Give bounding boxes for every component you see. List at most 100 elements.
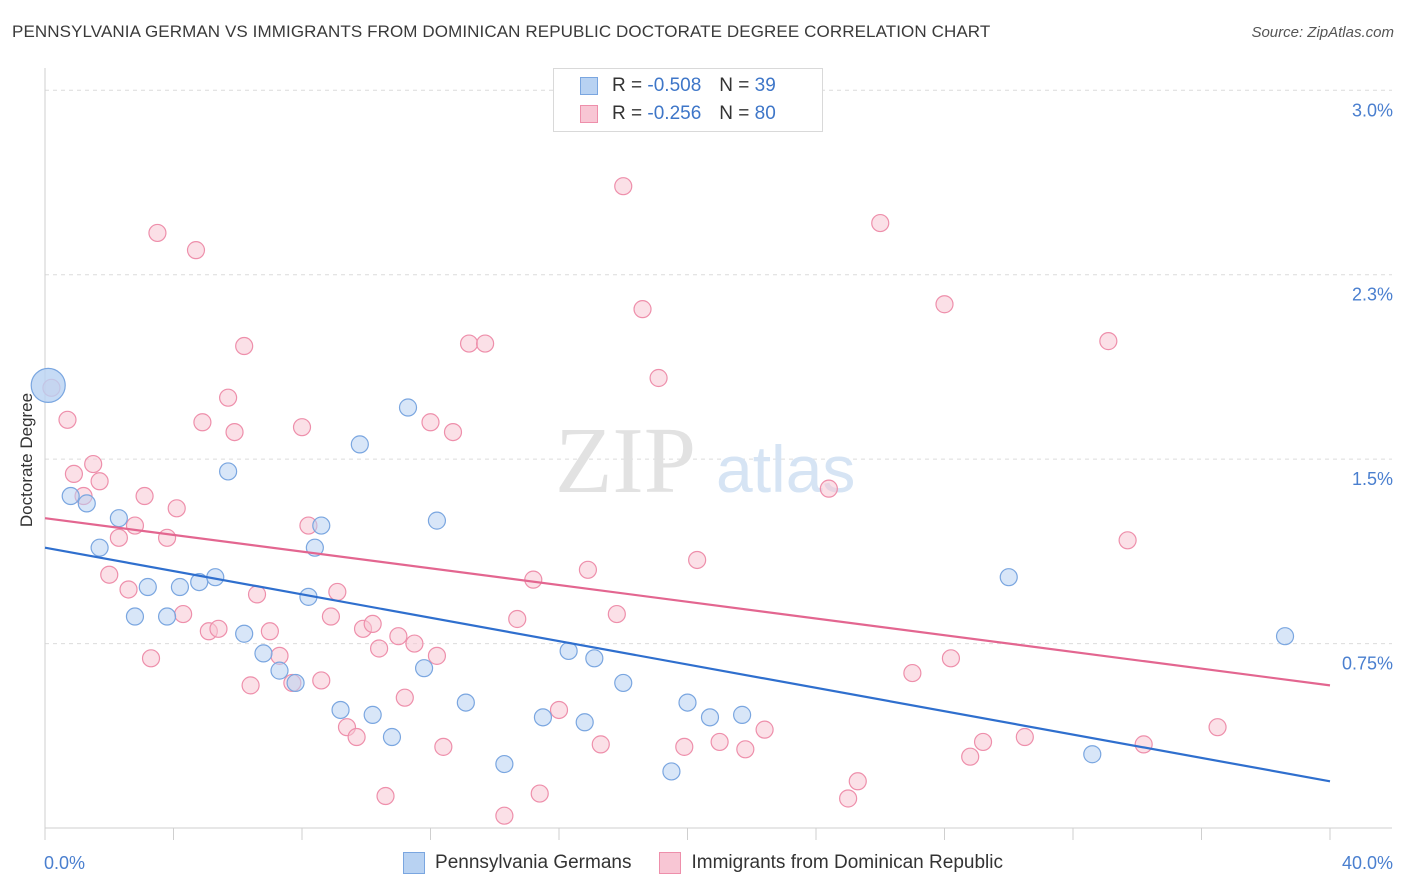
- legend-item-pennsylvania-germans[interactable]: Pennsylvania Germans: [403, 852, 631, 874]
- data-point: [614, 673, 633, 693]
- x-tick-label-min: 0.0%: [44, 853, 85, 873]
- data-point: [736, 740, 755, 759]
- data-point: [871, 213, 890, 233]
- data-point: [157, 607, 177, 626]
- legend-row-pennsylvania: R = -0.508 N = 39: [580, 74, 776, 98]
- data-point: [578, 560, 598, 579]
- legend-swatch-blue: [403, 852, 426, 874]
- data-point: [119, 580, 138, 599]
- data-point: [395, 688, 414, 707]
- data-point: [109, 528, 128, 547]
- chart-title: PENNSYLVANIA GERMAN VS IMMIGRANTS FROM D…: [12, 22, 991, 41]
- data-point: [328, 582, 347, 602]
- data-point: [591, 735, 610, 754]
- data-point: [64, 464, 84, 484]
- data-point: [331, 700, 350, 720]
- data-point: [700, 708, 720, 727]
- data-point: [84, 454, 103, 474]
- data-point: [312, 516, 331, 535]
- trend-line: [44, 517, 1331, 687]
- data-point: [219, 388, 238, 407]
- data-point: [427, 646, 447, 665]
- data-point: [100, 565, 119, 584]
- data-point: [549, 700, 569, 720]
- grid-lines: [45, 89, 1392, 645]
- legend-r-value: -0.508: [647, 75, 702, 96]
- data-point: [755, 720, 774, 739]
- data-point: [1208, 718, 1227, 737]
- stats-legend: R = -0.508 N = 39 R = -0.256 N = 80: [553, 68, 823, 132]
- data-point: [495, 754, 514, 774]
- data-points: [30, 177, 1295, 825]
- legend-r-label: R =: [612, 75, 643, 96]
- data-point: [138, 577, 157, 597]
- data-point: [125, 607, 145, 626]
- data-point: [1275, 627, 1295, 646]
- data-point: [961, 747, 980, 766]
- data-point: [935, 295, 954, 314]
- legend-swatch-blue: [580, 77, 598, 95]
- data-point: [1083, 745, 1102, 764]
- data-point: [286, 673, 305, 693]
- y-tick-label: 1.5%: [1352, 469, 1393, 489]
- data-point: [710, 732, 729, 752]
- data-point: [533, 708, 553, 727]
- data-point: [350, 435, 369, 454]
- data-point: [459, 334, 479, 353]
- data-point: [649, 368, 668, 388]
- data-point: [292, 418, 312, 437]
- data-point: [524, 570, 543, 589]
- axes: [44, 68, 1392, 840]
- data-point: [363, 705, 382, 724]
- legend-item-label: Pennsylvania Germans: [435, 852, 632, 873]
- legend-n-label: N =: [719, 103, 750, 124]
- data-point: [675, 737, 694, 756]
- data-point: [530, 784, 549, 803]
- data-point: [157, 528, 177, 547]
- data-point: [141, 649, 161, 668]
- data-point: [633, 300, 652, 319]
- data-point: [848, 772, 867, 791]
- data-point: [186, 241, 206, 260]
- data-point: [443, 422, 463, 442]
- series-legend: Pennsylvania Germans Immigrants from Dom…: [0, 852, 1406, 874]
- watermark-zip: ZIP: [555, 409, 696, 513]
- data-point: [678, 693, 697, 712]
- data-point: [174, 604, 193, 624]
- data-point: [414, 659, 434, 678]
- data-point: [241, 676, 260, 695]
- y-tick-label: 3.0%: [1352, 100, 1393, 120]
- legend-item-dominican-immigrants[interactable]: Immigrants from Dominican Republic: [659, 852, 1003, 874]
- data-point: [508, 609, 527, 629]
- data-point: [941, 649, 961, 668]
- data-point: [1118, 531, 1137, 550]
- tick-labels: 0.75% 1.5% 2.3% 3.0% 0.0% 40.0%: [44, 100, 1393, 873]
- data-point: [312, 671, 331, 690]
- data-point: [973, 732, 993, 752]
- legend-swatch-pink: [659, 852, 682, 874]
- data-point: [819, 479, 838, 498]
- data-point: [235, 336, 254, 356]
- legend-r-value: -0.256: [647, 103, 702, 124]
- data-point: [225, 422, 244, 442]
- trend-line: [44, 546, 1331, 783]
- data-point: [733, 705, 752, 724]
- data-point: [363, 614, 382, 634]
- data-point: [321, 607, 341, 626]
- legend-item-label: Immigrants from Dominican Republic: [691, 852, 1003, 873]
- data-point: [1015, 727, 1034, 747]
- data-point: [347, 727, 366, 747]
- data-point: [398, 398, 418, 417]
- data-point: [421, 413, 440, 432]
- legend-n-label: N =: [719, 75, 750, 96]
- source-label: Source: ZipAtlas.com: [1251, 24, 1394, 41]
- x-tick-label-max: 40.0%: [1342, 853, 1393, 873]
- trend-lines: [44, 517, 1331, 783]
- watermark: ZIP atlas: [555, 409, 855, 513]
- data-point: [247, 585, 267, 604]
- data-point: [193, 413, 212, 432]
- y-tick-label: 2.3%: [1352, 285, 1393, 305]
- data-point: [382, 727, 402, 747]
- data-point: [270, 661, 289, 680]
